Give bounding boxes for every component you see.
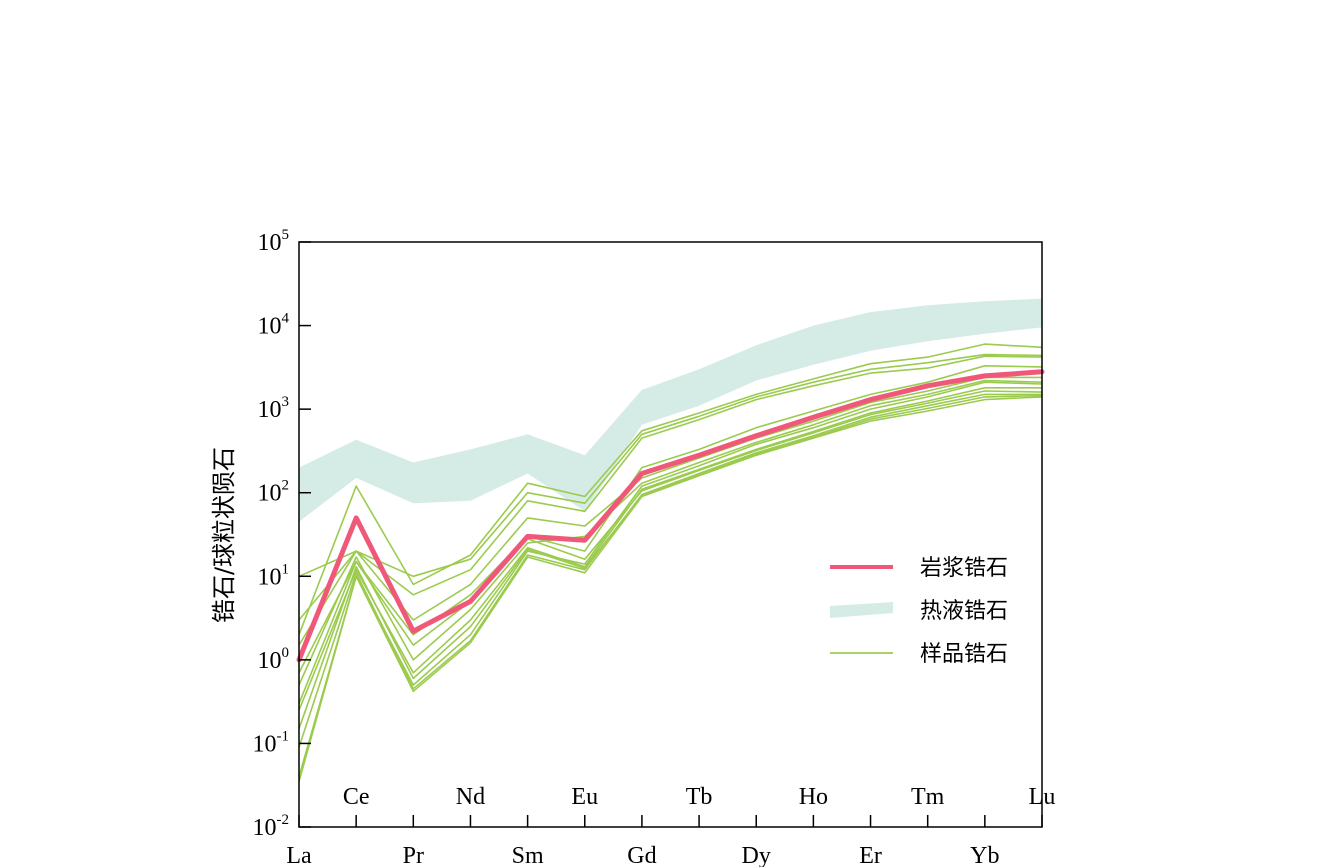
magmatic-line — [296, 369, 1045, 663]
x-tick-label-nd: Nd — [456, 784, 485, 810]
sample-line-1 — [298, 343, 1043, 635]
hydrothermal-band-layer — [299, 298, 1042, 522]
y-tick-label-3: 101 — [258, 561, 290, 590]
sample-line-10 — [298, 396, 1043, 782]
tick-layer — [298, 241, 1043, 828]
legend-swatch-hydrothermal — [830, 602, 893, 618]
x-tick-label-er: Er — [859, 843, 882, 867]
x-tick-label-ho: Ho — [799, 784, 828, 810]
y-tick-label-6: 104 — [258, 311, 290, 340]
sample-line-2 — [298, 353, 1043, 578]
y-tick-label-2: 100 — [258, 645, 290, 674]
sample-line-3 — [298, 355, 1043, 621]
label-layer: La Ce Pr Nd Sm Eu Gd Tb Dy Ho Er Tm Yb Lu 10-2 10-1 100 1… — [253, 227, 1056, 867]
y-tick-label-4: 102 — [258, 478, 290, 507]
x-tick-label-ce: Ce — [343, 784, 370, 810]
x-tick-label-tm: Tm — [911, 784, 945, 810]
hydrothermal-band — [299, 298, 1042, 522]
x-tick-label-yb: Yb — [970, 843, 999, 867]
x-tick-label-lu: Lu — [1029, 784, 1056, 810]
sample-line-12 — [298, 394, 1043, 729]
y-tick-label-0: 10-2 — [253, 812, 290, 841]
x-tick-label-pr: Pr — [403, 843, 424, 867]
sample-line-11 — [298, 390, 1043, 674]
sample-line-7 — [298, 379, 1043, 686]
x-tick-label-dy: Dy — [742, 843, 771, 867]
sample-lines-layer — [298, 343, 1043, 782]
y-tick-label-5: 103 — [258, 394, 290, 423]
x-tick-label-eu: Eu — [571, 784, 598, 810]
plot-frame — [298, 241, 1043, 828]
magmatic-line-layer — [296, 369, 1045, 663]
x-tick-label-tb: Tb — [686, 784, 713, 810]
x-tick-label-la: La — [286, 843, 312, 867]
sample-line-8 — [298, 386, 1042, 711]
x-tick-label-sm: Sm — [512, 843, 544, 867]
y-tick-label-7: 105 — [258, 227, 290, 256]
y-axis-title: 锆石/球粒状陨石 — [210, 447, 238, 623]
legend-label-3: 样品锆石 — [920, 642, 1008, 667]
legend-label-1: 岩浆锆石 — [920, 556, 1008, 581]
x-tick-label-gd: Gd — [627, 843, 656, 867]
sample-line-6 — [298, 381, 1043, 777]
y-tick-label-1: 10-1 — [253, 728, 290, 757]
sample-line-9 — [298, 393, 1042, 748]
legend-label-2: 热液锆石 — [920, 599, 1008, 624]
sample-line-5 — [298, 376, 1042, 646]
